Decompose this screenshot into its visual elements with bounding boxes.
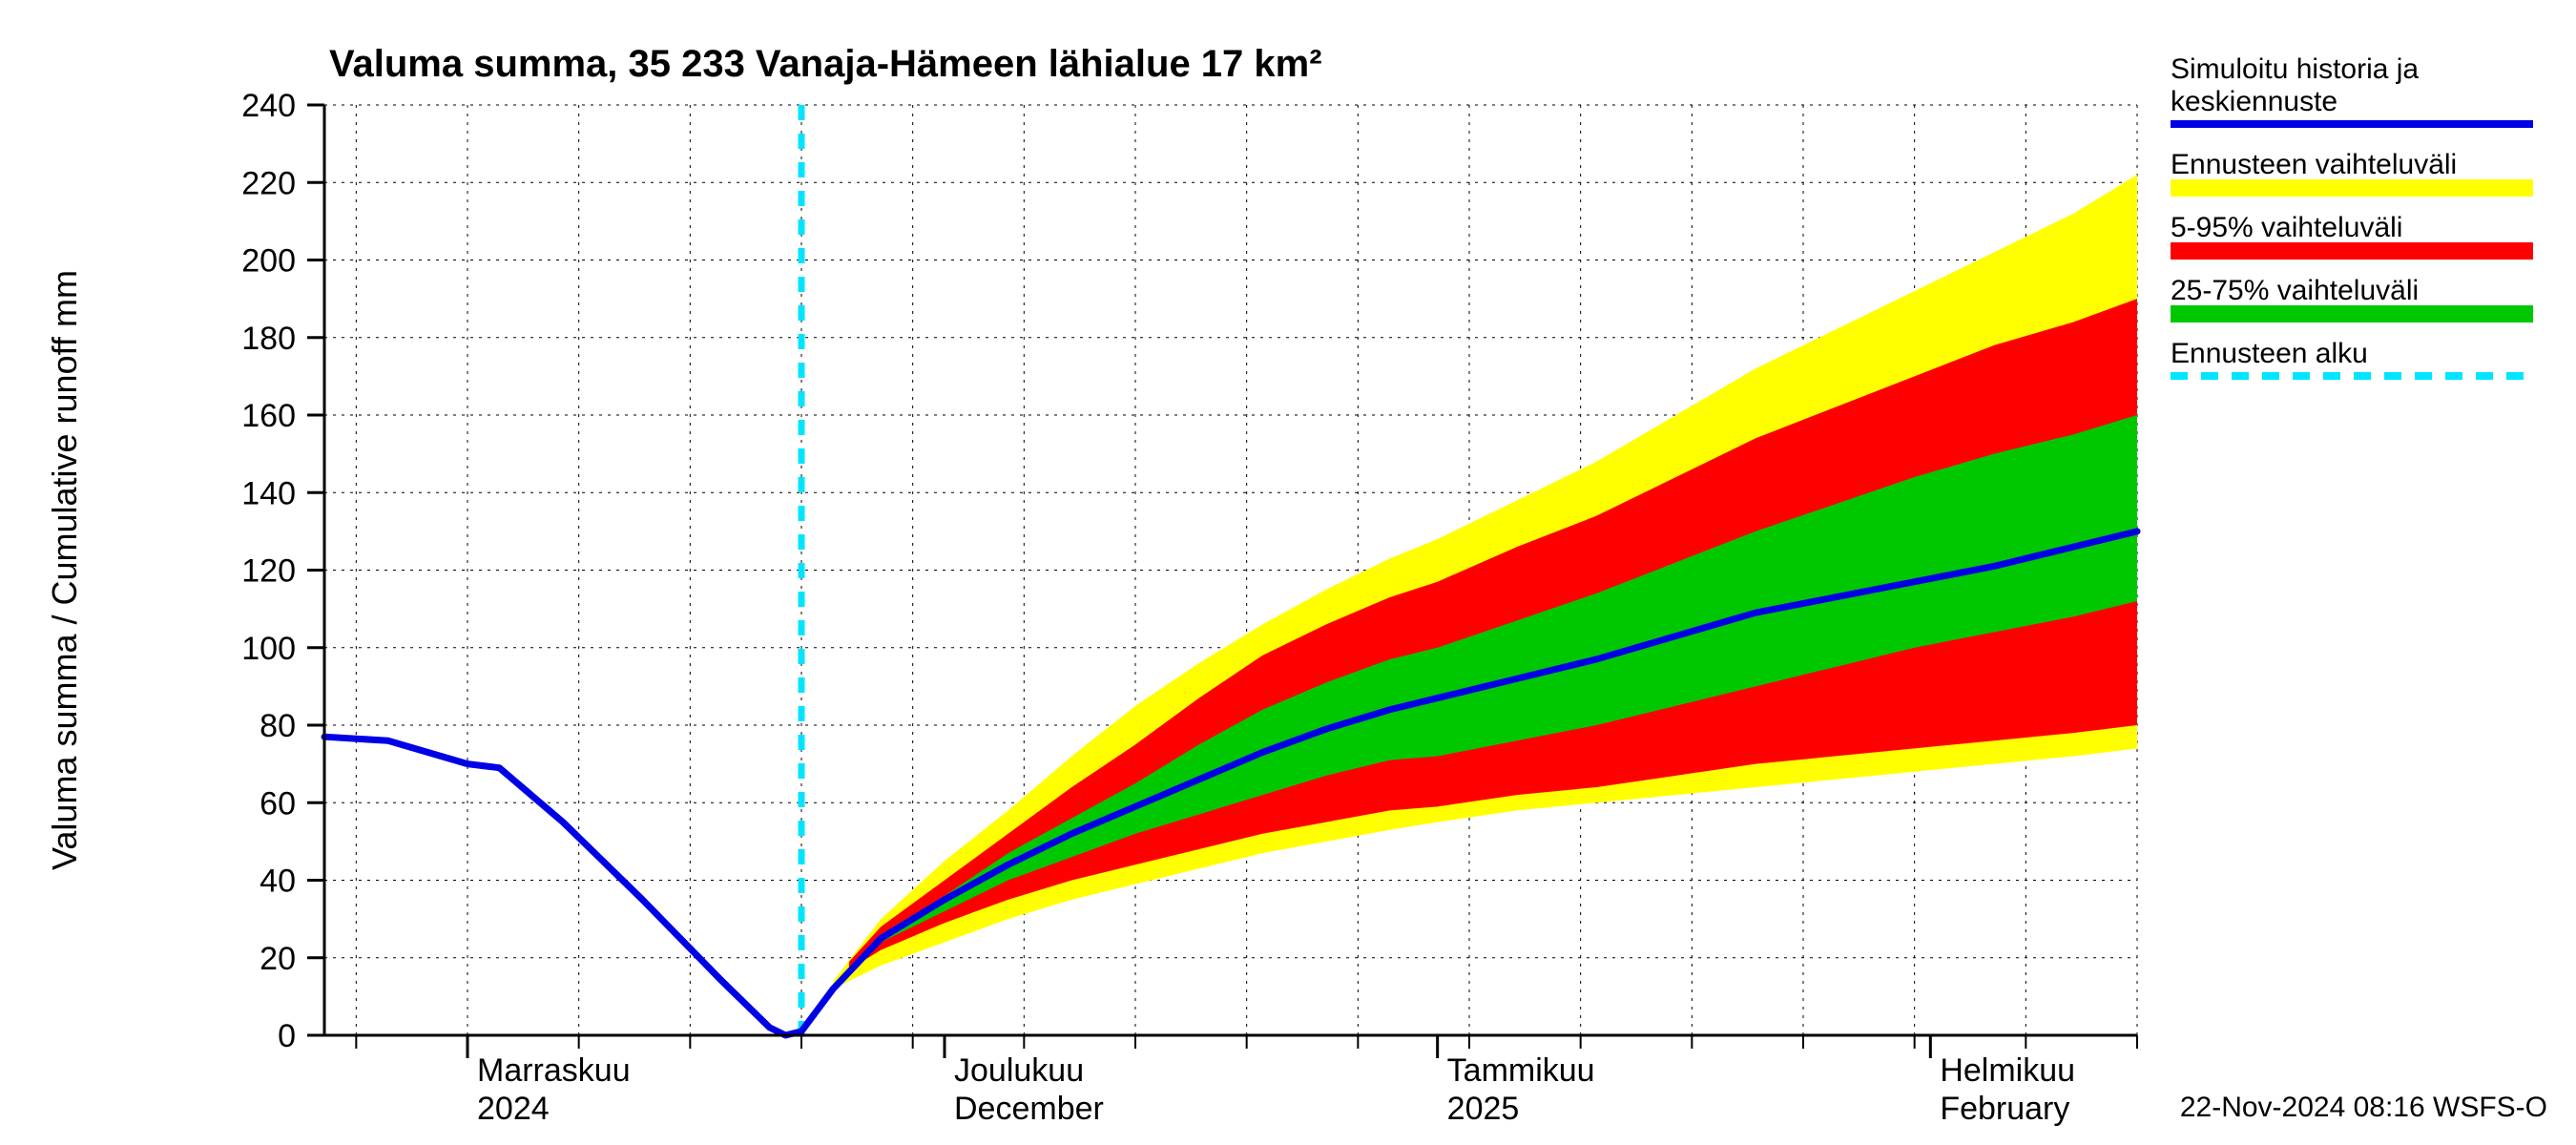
y-axis-label: Valuma summa / Cumulative runoff mm <box>45 270 84 870</box>
legend-label: Ennusteen alku <box>2171 338 2368 369</box>
y-tick-label: 140 <box>241 475 296 511</box>
x-month-sublabel: December <box>954 1091 1104 1127</box>
x-month-sublabel: 2024 <box>477 1091 550 1127</box>
y-tick-label: 160 <box>241 398 296 434</box>
legend-label: keskiennuste <box>2171 86 2337 117</box>
legend-label: 5-95% vaihteluväli <box>2171 212 2402 243</box>
y-tick-label: 40 <box>260 864 296 900</box>
y-tick-label: 220 <box>241 165 296 201</box>
y-tick-label: 60 <box>260 785 296 822</box>
chart-figure: 0 20 40 60 80 100 120 140 160 180 200 220 240 Marrask… <box>0 0 2576 1145</box>
chart-title: Valuma summa, 35 233 Vanaja-Hämeen lähia… <box>329 43 1322 85</box>
x-month-label: Tammikuu <box>1447 1052 1595 1089</box>
legend-label: 25-75% vaihteluväli <box>2171 275 2419 306</box>
timestamp-label: 22-Nov-2024 08:16 WSFS-O <box>2180 1092 2547 1123</box>
legend-label: Ennusteen vaihteluväli <box>2171 149 2457 180</box>
x-month-sublabel: 2025 <box>1447 1091 1520 1127</box>
x-month-label: Joulukuu <box>954 1052 1084 1089</box>
y-tick-label: 0 <box>278 1018 296 1054</box>
y-tick-label: 100 <box>241 631 296 667</box>
x-month-label: Marraskuu <box>477 1052 631 1089</box>
legend-label: Simuloitu historia ja <box>2171 53 2419 85</box>
y-tick-label: 80 <box>260 708 296 744</box>
y-tick-label: 200 <box>241 243 296 280</box>
y-tick-label: 180 <box>241 321 296 357</box>
chart-svg: 0 20 40 60 80 100 120 140 160 180 200 220 240 Marrask… <box>0 0 2576 1145</box>
y-tick-label: 120 <box>241 553 296 590</box>
y-tick-label: 240 <box>241 88 296 124</box>
x-month-sublabel: February <box>1940 1091 2069 1127</box>
y-tick-label: 20 <box>260 941 296 977</box>
x-month-label: Helmikuu <box>1940 1052 2075 1089</box>
